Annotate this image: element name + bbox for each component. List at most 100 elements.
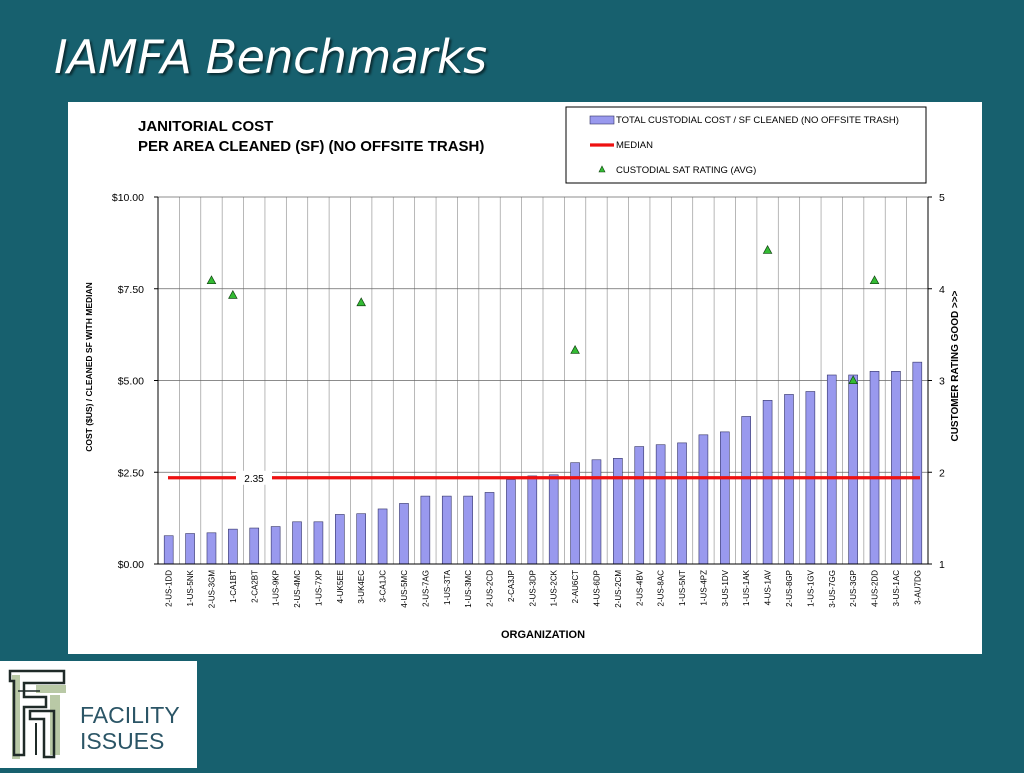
logo-line-1: FACILITY <box>80 702 180 728</box>
legend-label-rating: CUSTODIAL SAT RATING (AVG) <box>616 165 756 176</box>
rating-point-2-US-3GP <box>848 375 858 385</box>
x-tick-label: 2-US-8GP <box>785 570 794 607</box>
chart-legend: TOTAL CUSTODIAL COST / SF CLEANED (NO OF… <box>565 106 927 184</box>
y2-tick-label: 4 <box>939 284 945 296</box>
bar-1-US-1AK <box>741 416 751 565</box>
y2-tick-label: 3 <box>939 376 945 388</box>
bar-3-UK4EC <box>356 513 366 565</box>
bar-2-US-2CD <box>484 492 495 565</box>
x-tick-label: 2-US-1DD <box>165 570 174 607</box>
x-tick-label: 2-US-4MC <box>293 570 302 608</box>
x-tick-label: 2-CA3JP <box>507 570 516 602</box>
bar-3-CA1JC <box>377 508 388 565</box>
y2-tick-label: 2 <box>939 467 945 479</box>
x-tick-label: 3-US-1DV <box>721 569 730 606</box>
x-tick-label: 3-CA1JC <box>379 570 388 603</box>
bar-1-US-5NK <box>185 533 195 565</box>
bar-4-US-5MC <box>399 503 409 565</box>
x-tick-label: 3-AU7DG <box>913 570 922 605</box>
rating-series <box>206 244 880 385</box>
bar-1-US-5NT <box>677 442 687 565</box>
bar-1-US-9KP <box>270 526 281 565</box>
bar-1-CA1BT <box>228 528 238 565</box>
legend-label-cost: TOTAL CUSTODIAL COST / SF CLEANED (NO OF… <box>616 115 899 126</box>
x-tick-label: 2-US-3GP <box>849 570 858 607</box>
bar-1-US-7XP <box>313 521 324 565</box>
x-tick-label: 1-US-3TA <box>443 569 452 605</box>
x-tick-label: 3-US-1AC <box>892 570 901 607</box>
chart-title: JANITORIAL COST PER AREA CLEANED (SF) (NO… <box>138 118 484 155</box>
x-tick-label: 2-AU6CT <box>571 570 580 603</box>
chart-axes: $0.00 $2.50 $5.00 $7.50 $10.00 1 2 3 4 5 2-US-1DD 1… <box>84 192 961 641</box>
x-tick-label: 1-US-5NT <box>678 570 687 606</box>
median-series: 2.35 <box>168 470 920 485</box>
logo-mark-icon <box>8 669 66 759</box>
x-tick-label: 1-US-7XP <box>314 570 323 606</box>
legend-box <box>565 106 927 184</box>
y-tick-label: $2.50 <box>118 467 144 479</box>
x-tick-label: 4-US-2DD <box>871 570 880 607</box>
chart-svg: JANITORIAL COST PER AREA CLEANED (SF) (NO… <box>84 106 961 641</box>
x-tick-label: 1-US-5NK <box>186 569 195 606</box>
bar-2-US-7AG <box>420 495 431 565</box>
x-tick-label: 2-US-3DP <box>528 570 537 606</box>
median-label: 2.35 <box>244 474 264 485</box>
chart-title-line-1: JANITORIAL COST <box>138 118 273 135</box>
bar-3-US-7GG <box>826 374 837 565</box>
x-axis-title: ORGANIZATION <box>501 629 585 641</box>
chart-title-line-2: PER AREA CLEANED (SF) (NO OFFSITE TRASH) <box>138 138 484 155</box>
x-tick-label: 2-US-2CM <box>614 570 623 608</box>
x-tick-label: 3-US-7GG <box>828 570 837 608</box>
x-tick-label: 4-UK5EE <box>336 570 345 603</box>
bar-1-US-3MC <box>463 495 473 565</box>
y-tick-label: $7.50 <box>118 284 144 296</box>
x-tick-label: 1-US-2CK <box>550 569 559 606</box>
x-tick-label: 1-US-1AK <box>742 569 751 606</box>
rating-point-3-UK4EC <box>356 297 366 307</box>
bar-2-US-4MC <box>292 521 302 565</box>
bar-2-CA2BT <box>249 527 260 565</box>
logo-line-2: ISSUES <box>80 728 165 754</box>
x-tick-label: 2-US-7AG <box>421 570 430 607</box>
y-axis-title: COST ($US) / CLEANED SF WITH MEDIAN <box>84 282 94 452</box>
y2-tick-label: 1 <box>939 559 945 571</box>
bar-1-US-3TA <box>441 495 452 565</box>
x-tick-label: 4-US-5MC <box>400 570 409 608</box>
slide-title: IAMFA Benchmarks <box>54 30 487 84</box>
bar-2-US-3GM <box>206 532 217 565</box>
x-tick-label: 2-US-3GM <box>207 570 216 609</box>
bar-4-US-2DD <box>869 371 880 565</box>
y2-axis-title: CUSTOMER RATING GOOD >>> <box>950 290 961 441</box>
bar-2-US-3GP <box>848 374 858 565</box>
bar-4-UK5EE <box>335 514 345 565</box>
legend-rating-swatch <box>598 165 606 173</box>
x-tick-label: 3-UK4EC <box>357 570 366 604</box>
x-tick-label: 2-US-2CD <box>486 570 495 607</box>
x-tick-label: 4-US-6DP <box>592 570 601 606</box>
bar-2-CA3JP <box>506 479 516 565</box>
x-tick-label: 1-US-9KP <box>272 570 281 606</box>
legend-label-median: MEDIAN <box>616 140 653 151</box>
x-tick-label: 2-CA2BT <box>250 570 259 603</box>
bar-2-US-3DP <box>527 475 538 565</box>
logo-wordmark: FACILITY ISSUES <box>80 702 180 754</box>
bar-3-AU7DG <box>912 361 923 565</box>
rating-point-2-AU6CT <box>570 344 580 354</box>
rating-point-4-US-1AV <box>762 244 773 254</box>
median-label-bg <box>236 470 272 485</box>
bar-1-US-2CK <box>548 474 559 565</box>
x-tick-label: 1-US-3MC <box>464 570 473 608</box>
bar-2-US-2CM <box>613 458 623 565</box>
x-tick-label: 1-US-1GV <box>806 569 815 607</box>
chart-panel: JANITORIAL COST PER AREA CLEANED (SF) (NO… <box>68 102 982 654</box>
rating-point-2-US-3GM <box>206 275 217 285</box>
y-tick-label: $0.00 <box>118 559 144 571</box>
rating-point-4-US-2DD <box>869 275 880 285</box>
x-tick-label: 2-US-4BV <box>635 569 644 606</box>
x-tick-label: 4-US-1AV <box>764 569 773 605</box>
bar-4-US-6DP <box>591 459 602 565</box>
bar-1-US-4PZ <box>698 434 709 565</box>
facility-issues-logo <box>0 661 197 768</box>
bar-4-US-1AV <box>762 400 773 565</box>
y-tick-label: $10.00 <box>112 192 144 204</box>
